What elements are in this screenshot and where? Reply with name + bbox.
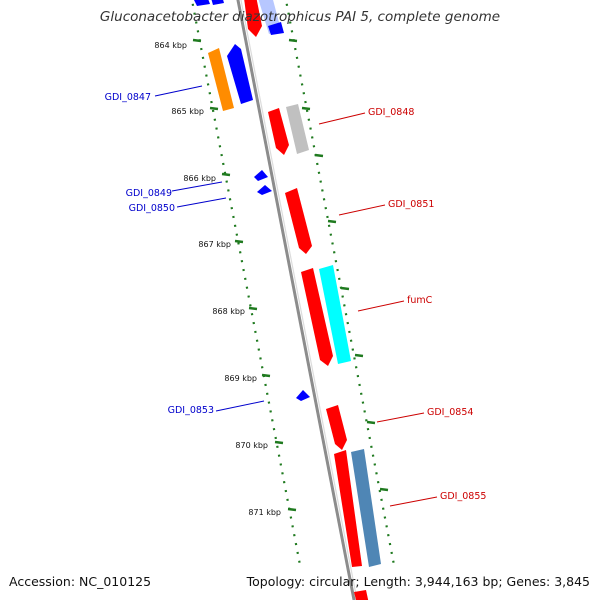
backbone-line (236, 0, 356, 600)
gene-feature-blue-small-2 (257, 185, 272, 195)
gene-label: GDI_0851 (388, 199, 434, 210)
gene-label: GDI_0855 (440, 491, 486, 502)
gene-label: GDI_0850 (129, 203, 175, 214)
minus-strand-features (194, 0, 310, 401)
kbp-label: 870 kbp (235, 441, 268, 450)
gene-feature-red-2 (285, 188, 312, 254)
minus-gene-labels: GDI_0847 GDI_0849 GDI_0850 GDI_0853 (105, 92, 214, 416)
plus-strand-features (244, 0, 381, 600)
gene-feature-gray (286, 104, 309, 154)
kbp-label: 871 kbp (248, 508, 281, 517)
kbp-label: 864 kbp (154, 41, 187, 50)
kbp-label: 865 kbp (171, 107, 204, 116)
gene-feature-top-blue-2 (211, 0, 224, 5)
ruler-major-ticks-left (192, 38, 297, 512)
ruler-major-ticks-right (288, 38, 389, 492)
gene-label: fumC (407, 295, 433, 306)
kbp-label: 868 kbp (212, 307, 245, 316)
gene-feature-blue-small (254, 170, 268, 181)
gene-label: GDI_0847 (105, 92, 151, 103)
gene-feature-red-5 (334, 450, 362, 567)
gene-label: GDI_0854 (427, 407, 473, 418)
gene-label: GDI_0848 (368, 107, 414, 118)
gene-feature-red (268, 108, 289, 155)
gene-feature-blue-small-3 (296, 390, 310, 401)
kbp-label: 869 kbp (224, 374, 257, 383)
gene-label: GDI_0849 (126, 188, 172, 199)
kbp-label: 867 kbp (198, 240, 231, 249)
gene-feature-orange (208, 48, 234, 111)
gene-feature-top-blue-edge (268, 22, 284, 35)
kbp-label: 866 kbp (183, 174, 216, 183)
map-title: Gluconacetobacter diazotrophicus PAI 5, … (99, 9, 501, 25)
gene-feature-blue (227, 44, 253, 104)
gene-feature-cyan (319, 265, 351, 364)
accession-text: Accession: NC_010125 (9, 574, 152, 589)
gene-feature-bottom-red (354, 590, 369, 600)
gene-feature-red-4 (326, 405, 347, 450)
gene-feature-steelblue (351, 449, 381, 567)
gene-feature-top-blue (194, 0, 210, 6)
plus-gene-labels: GDI_0848 GDI_0851 fumC GDI_0854 GDI_0855 (368, 107, 486, 502)
genome-summary-text: Topology: circular; Length: 3,944,163 bp… (246, 574, 590, 589)
gene-label: GDI_0853 (168, 405, 214, 416)
ruler-labels: 864 kbp 865 kbp 866 kbp 867 kbp 868 kbp … (154, 41, 281, 517)
gene-feature-top-red (244, 0, 262, 37)
label-connectors (154, 85, 438, 507)
backbone-highlight (240, 0, 358, 600)
gene-feature-red-3 (301, 268, 333, 366)
